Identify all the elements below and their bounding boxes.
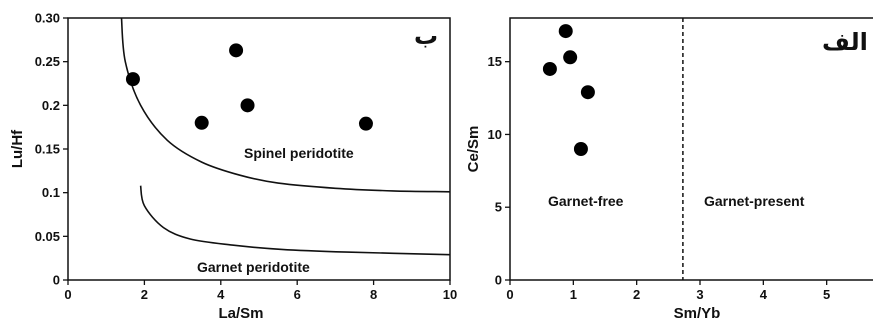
left-data-point <box>194 115 209 130</box>
left-y-axis-title: Lu/Hf <box>9 129 26 168</box>
left-x-ticks: 0 2 4 6 8 10 <box>64 280 457 302</box>
garnet-free-label: Garnet-free <box>548 193 624 209</box>
left-data-point <box>358 116 373 131</box>
right-x-tick-label: 5 <box>823 287 830 302</box>
left-data-point <box>240 98 255 113</box>
garnet-peridotite-label: Garnet peridotite <box>197 259 310 275</box>
left-y-tick-label: 0.1 <box>42 185 60 200</box>
right-data-point <box>563 50 578 65</box>
left-panel-label: ب <box>414 22 438 50</box>
left-y-tick-label: 0.25 <box>35 54 60 69</box>
left-x-tick-label: 2 <box>141 287 148 302</box>
right-x-tick-label: 0 <box>506 287 513 302</box>
right-y-tick-label: 10 <box>488 127 502 142</box>
right-y-ticks: 0 5 10 15 <box>488 54 510 288</box>
right-x-ticks: 0 1 2 3 4 5 <box>506 280 830 302</box>
left-x-tick-label: 6 <box>294 287 301 302</box>
left-y-tick-label: 0.15 <box>35 142 60 157</box>
right-y-axis-title: Ce/Sm <box>465 126 482 173</box>
garnet-peridotite-curve <box>139 185 451 256</box>
left-data-points <box>125 43 373 131</box>
right-data-point <box>542 61 557 76</box>
right-x-tick-label: 2 <box>633 287 640 302</box>
right-x-tick-label: 3 <box>696 287 703 302</box>
left-data-point <box>125 72 140 87</box>
right-y-tick-label: 5 <box>495 200 502 215</box>
right-data-points <box>542 24 595 156</box>
left-y-tick-label: 0 <box>53 273 60 288</box>
right-panel-label: الف <box>822 28 868 56</box>
right-data-point <box>558 24 573 39</box>
right-x-axis-title: Sm/Yb <box>674 305 721 322</box>
right-y-tick-label: 0 <box>495 273 502 288</box>
left-x-tick-label: 4 <box>217 287 225 302</box>
right-x-tick-label: 4 <box>760 287 768 302</box>
right-y-tick-label: 15 <box>488 54 502 69</box>
left-y-tick-label: 0.30 <box>35 11 60 26</box>
left-y-tick-label: 0.05 <box>35 229 60 244</box>
right-data-point <box>580 85 595 100</box>
right-data-point <box>573 142 588 156</box>
left-y-ticks: 0 0.05 0.1 0.15 0.2 0.25 0.30 <box>35 11 68 288</box>
left-panel: 0 0.05 0.1 0.15 0.2 0.25 0.30 0 2 4 6 8 10 Spinel p… <box>9 11 457 322</box>
spinel-garnet-boundary-curve <box>120 17 451 193</box>
left-x-tick-label: 0 <box>64 287 71 302</box>
left-data-point <box>229 43 244 58</box>
spinel-peridotite-label: Spinel peridotite <box>244 145 354 161</box>
left-x-tick-label: 8 <box>370 287 377 302</box>
garnet-present-label: Garnet-present <box>704 193 805 209</box>
left-x-axis-title: La/Sm <box>218 305 263 322</box>
left-y-tick-label: 0.2 <box>42 98 60 113</box>
right-panel: 0 5 10 15 0 1 2 3 4 5 Garnet-free Garnet-present… <box>465 17 873 322</box>
left-x-tick-label: 10 <box>443 287 457 302</box>
right-x-tick-label: 1 <box>570 287 577 302</box>
